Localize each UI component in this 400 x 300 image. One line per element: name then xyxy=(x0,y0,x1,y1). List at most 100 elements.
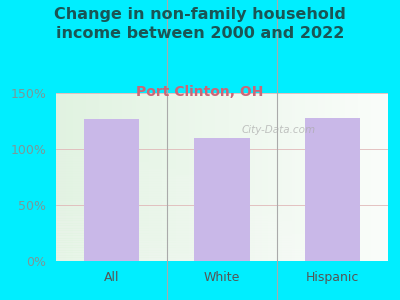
Bar xyxy=(305,93,308,261)
Bar xyxy=(66,93,69,261)
Bar xyxy=(362,93,365,261)
Bar xyxy=(59,93,63,261)
Bar xyxy=(371,93,375,261)
Bar xyxy=(146,93,149,261)
Bar xyxy=(225,93,229,261)
Bar xyxy=(162,93,166,261)
Bar xyxy=(56,93,388,95)
Bar xyxy=(355,93,358,261)
Bar xyxy=(56,112,388,113)
Bar xyxy=(56,187,388,189)
Bar xyxy=(63,93,66,261)
Bar xyxy=(375,93,378,261)
Bar xyxy=(222,93,225,261)
Bar xyxy=(56,189,388,190)
Bar xyxy=(56,254,388,256)
Bar xyxy=(315,93,318,261)
Bar xyxy=(385,93,388,261)
Bar xyxy=(215,93,219,261)
Bar xyxy=(56,244,388,246)
Bar xyxy=(56,150,388,152)
Bar xyxy=(56,127,388,128)
Bar xyxy=(282,93,285,261)
Bar xyxy=(238,93,242,261)
Bar xyxy=(56,256,388,258)
Text: Port Clinton, OH: Port Clinton, OH xyxy=(136,85,264,100)
Bar xyxy=(368,93,371,261)
Bar xyxy=(348,93,352,261)
Bar xyxy=(56,145,388,147)
Bar xyxy=(56,229,388,231)
Bar xyxy=(262,93,265,261)
Bar xyxy=(288,93,292,261)
Bar xyxy=(99,93,102,261)
Bar xyxy=(252,93,255,261)
Bar xyxy=(275,93,278,261)
Bar xyxy=(156,93,159,261)
Bar xyxy=(56,110,388,112)
Bar xyxy=(202,93,206,261)
Bar xyxy=(126,93,129,261)
Bar xyxy=(56,148,388,150)
Bar xyxy=(86,93,89,261)
Bar xyxy=(56,227,388,229)
Bar xyxy=(159,93,162,261)
Bar xyxy=(292,93,295,261)
Bar xyxy=(73,93,76,261)
Bar xyxy=(56,133,388,135)
Bar xyxy=(166,93,169,261)
Bar xyxy=(152,93,156,261)
Bar xyxy=(109,93,112,261)
Bar xyxy=(335,93,338,261)
Bar xyxy=(56,118,388,120)
Bar xyxy=(56,175,388,177)
Bar xyxy=(56,258,388,259)
Bar xyxy=(56,143,388,145)
Bar xyxy=(56,200,388,202)
Bar xyxy=(56,170,388,172)
Bar xyxy=(56,242,388,244)
Bar xyxy=(56,222,388,224)
Bar xyxy=(265,93,268,261)
Bar xyxy=(56,206,388,207)
Bar xyxy=(56,132,388,133)
Bar xyxy=(338,93,342,261)
Bar xyxy=(56,199,388,200)
Bar xyxy=(56,116,388,118)
Bar xyxy=(56,152,388,154)
Bar xyxy=(56,190,388,192)
Bar xyxy=(378,93,381,261)
Bar xyxy=(139,93,142,261)
Bar xyxy=(199,93,202,261)
Bar xyxy=(56,137,388,138)
Bar xyxy=(84,119,139,261)
Bar xyxy=(56,238,388,239)
Bar xyxy=(56,128,388,130)
Bar xyxy=(194,138,250,261)
Bar xyxy=(56,231,388,233)
Bar xyxy=(119,93,122,261)
Bar xyxy=(56,224,388,226)
Bar xyxy=(56,125,388,127)
Bar xyxy=(56,207,388,209)
Bar xyxy=(325,93,328,261)
Bar xyxy=(232,93,235,261)
Bar xyxy=(92,93,96,261)
Bar xyxy=(56,185,388,187)
Bar xyxy=(56,192,388,194)
Bar xyxy=(56,212,388,214)
Bar xyxy=(56,142,388,143)
Bar xyxy=(56,115,388,116)
Bar xyxy=(56,226,388,227)
Bar xyxy=(56,179,388,180)
Bar xyxy=(56,184,388,185)
Bar xyxy=(258,93,262,261)
Bar xyxy=(56,103,388,105)
Bar xyxy=(248,93,252,261)
Bar xyxy=(56,211,388,212)
Bar xyxy=(69,93,73,261)
Bar xyxy=(332,93,335,261)
Bar xyxy=(132,93,136,261)
Bar xyxy=(365,93,368,261)
Bar xyxy=(56,167,388,169)
